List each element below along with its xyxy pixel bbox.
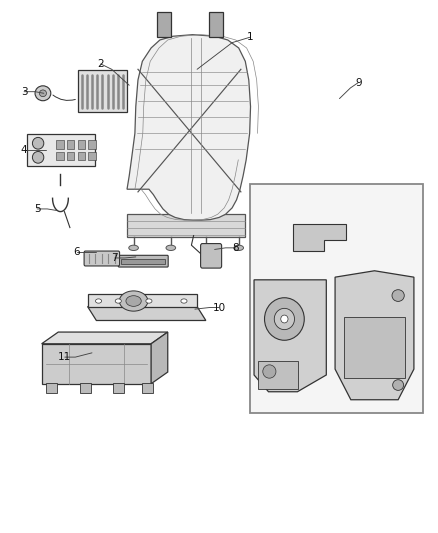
FancyBboxPatch shape bbox=[118, 255, 168, 267]
Bar bbox=[344, 317, 405, 378]
Ellipse shape bbox=[115, 299, 121, 303]
Polygon shape bbox=[127, 214, 245, 237]
Ellipse shape bbox=[234, 245, 244, 251]
Ellipse shape bbox=[274, 309, 294, 329]
Bar bbox=[157, 12, 171, 37]
Polygon shape bbox=[42, 332, 168, 344]
Bar bbox=[258, 361, 298, 389]
Ellipse shape bbox=[35, 86, 51, 101]
Polygon shape bbox=[88, 294, 197, 306]
Polygon shape bbox=[42, 344, 151, 384]
Text: 7: 7 bbox=[111, 253, 118, 263]
Text: 6: 6 bbox=[73, 247, 80, 256]
Ellipse shape bbox=[129, 245, 138, 251]
Bar bbox=[27, 134, 95, 166]
Polygon shape bbox=[335, 271, 414, 400]
Bar bbox=[67, 140, 74, 149]
Bar bbox=[121, 259, 165, 263]
Text: 10: 10 bbox=[212, 303, 226, 312]
Ellipse shape bbox=[95, 299, 102, 303]
Bar bbox=[78, 152, 85, 160]
Bar bbox=[88, 140, 96, 149]
Ellipse shape bbox=[32, 151, 44, 163]
Bar bbox=[78, 70, 127, 112]
Bar bbox=[209, 12, 223, 37]
Bar bbox=[78, 140, 85, 149]
Ellipse shape bbox=[281, 315, 288, 323]
Bar bbox=[67, 152, 74, 160]
FancyBboxPatch shape bbox=[84, 251, 120, 266]
Ellipse shape bbox=[39, 90, 46, 96]
Text: 2: 2 bbox=[97, 59, 104, 69]
Text: 9: 9 bbox=[355, 78, 362, 87]
Bar bbox=[46, 383, 57, 393]
Polygon shape bbox=[151, 332, 168, 384]
Text: 3: 3 bbox=[21, 87, 28, 96]
Ellipse shape bbox=[119, 291, 148, 311]
Bar bbox=[88, 152, 96, 160]
Polygon shape bbox=[127, 35, 251, 220]
Ellipse shape bbox=[201, 245, 211, 251]
Ellipse shape bbox=[181, 299, 187, 303]
Text: 8: 8 bbox=[232, 243, 239, 253]
Text: 5: 5 bbox=[34, 204, 41, 214]
Ellipse shape bbox=[166, 245, 176, 251]
Text: 1: 1 bbox=[246, 33, 253, 42]
Bar bbox=[142, 383, 153, 393]
Bar bbox=[56, 152, 64, 160]
Polygon shape bbox=[293, 224, 346, 251]
Ellipse shape bbox=[32, 138, 44, 149]
Text: 4: 4 bbox=[21, 146, 28, 155]
Bar bbox=[113, 383, 124, 393]
Bar bbox=[56, 140, 64, 149]
Bar bbox=[80, 383, 91, 393]
Ellipse shape bbox=[265, 298, 304, 340]
Polygon shape bbox=[88, 306, 206, 320]
Polygon shape bbox=[254, 280, 326, 392]
Ellipse shape bbox=[146, 299, 152, 303]
Ellipse shape bbox=[392, 290, 404, 302]
Text: 11: 11 bbox=[58, 352, 71, 362]
Ellipse shape bbox=[126, 296, 141, 306]
Bar bbox=[250, 184, 423, 413]
Ellipse shape bbox=[263, 365, 276, 378]
Ellipse shape bbox=[392, 379, 403, 390]
FancyBboxPatch shape bbox=[201, 244, 222, 268]
